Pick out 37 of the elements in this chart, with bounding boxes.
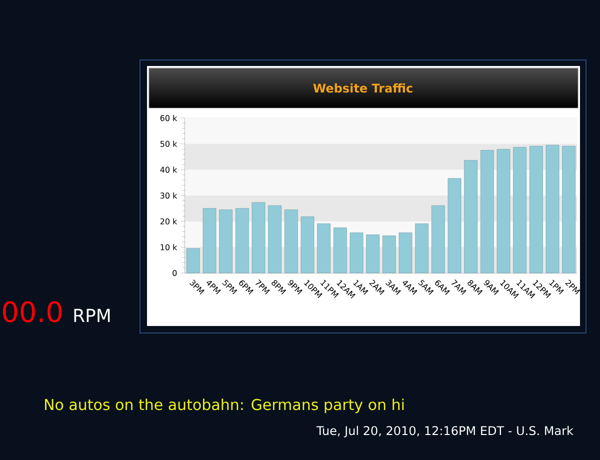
bar <box>350 232 364 274</box>
bar <box>300 216 314 274</box>
text: No autos on the autobahn: Germans party on hi <box>45 398 404 414</box>
bar <box>252 202 266 274</box>
bar <box>513 146 527 274</box>
chart-title: Website Traffic <box>313 83 412 93</box>
bar <box>382 236 396 274</box>
bar <box>235 208 249 274</box>
text: RPM <box>74 308 110 322</box>
bar <box>562 146 576 274</box>
bar <box>219 210 233 274</box>
bar <box>398 232 412 274</box>
bar <box>317 223 331 274</box>
y-tick-label: 40 k <box>160 166 178 173</box>
y-tick-label: 20 k <box>160 218 178 224</box>
bar <box>448 178 462 274</box>
x-tick-label: 4PM <box>206 280 221 294</box>
text: Tue, Jul 20, 2010, 12:16PM EDT - U.S. Mark <box>316 426 574 438</box>
bar <box>284 210 298 274</box>
bar <box>464 160 478 274</box>
bar <box>546 144 560 274</box>
bar <box>333 228 347 274</box>
bar <box>529 146 543 274</box>
y-tick-label: 10 k <box>160 244 178 250</box>
bar <box>415 223 429 274</box>
y-tick-label: 50 k <box>160 140 178 147</box>
bar <box>202 208 216 274</box>
bar <box>366 234 380 274</box>
bar <box>186 248 200 274</box>
y-tick-label: 60 k <box>160 114 178 122</box>
text: 00.0 <box>2 301 62 322</box>
bar <box>268 205 282 274</box>
y-tick-label: 30 k <box>160 192 178 199</box>
bar <box>480 150 494 274</box>
bar <box>496 149 510 274</box>
y-tick-label: 0 <box>172 270 177 276</box>
bar <box>431 205 445 274</box>
